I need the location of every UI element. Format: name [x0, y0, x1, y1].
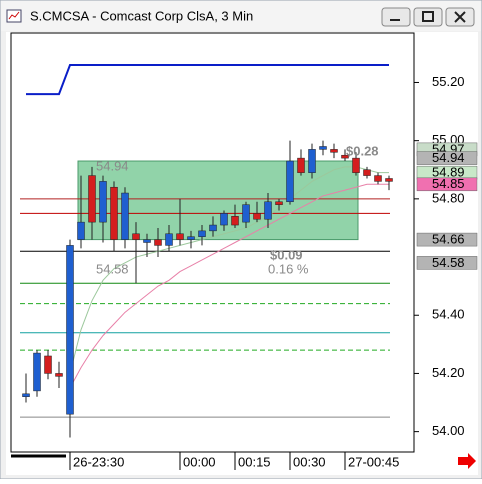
- y-tick-label: 54.80: [432, 190, 465, 205]
- line-series: [69, 166, 389, 374]
- candle-body: [352, 157, 360, 173]
- candle-body: [308, 149, 316, 173]
- plot-area: [10, 32, 415, 453]
- scroll-right-arrow[interactable]: [458, 453, 476, 469]
- candle-body: [220, 213, 228, 226]
- candle-body: [121, 192, 129, 240]
- candle-body: [77, 221, 85, 240]
- candle-body: [99, 181, 107, 223]
- candle-body: [88, 175, 96, 223]
- candle-body: [297, 157, 305, 173]
- candle-body: [286, 160, 294, 203]
- x-tick-label: 26-23:30: [73, 454, 124, 469]
- price-label: 54.94: [432, 150, 465, 165]
- candle-body: [66, 245, 74, 415]
- x-tick-label: 00:30: [293, 454, 326, 469]
- candle-body: [132, 233, 140, 240]
- candle-body: [253, 213, 261, 220]
- candle-body: [154, 239, 162, 246]
- app-icon-graph: [8, 11, 20, 20]
- price-label: 54.85: [432, 176, 465, 191]
- candle-body: [330, 149, 338, 153]
- candle-body: [341, 154, 349, 159]
- window-title: S.CMCSA - Comcast Corp ClsA, 3 Min: [30, 8, 253, 23]
- candle-body: [319, 146, 327, 150]
- price-label-box: [416, 232, 478, 247]
- x-tick-label: 00:15: [238, 454, 271, 469]
- annotation: $0.09: [270, 247, 303, 262]
- candle-body: [275, 201, 283, 205]
- x-tick-label: 00:00: [183, 454, 216, 469]
- candle-body: [374, 175, 382, 182]
- maximize-icon: [422, 11, 434, 22]
- candle-body: [44, 355, 52, 374]
- price-label-box: [416, 256, 478, 270]
- candle-body: [55, 373, 63, 377]
- y-tick-label: 55.20: [432, 74, 465, 89]
- x-tick-label: 27-00:45: [348, 454, 399, 469]
- annotation: 0.16 %: [268, 261, 309, 276]
- candle-body: [33, 352, 41, 392]
- y-tick-label: 54.40: [432, 307, 465, 322]
- candle-body: [22, 393, 30, 397]
- minimize-button[interactable]: [381, 7, 411, 27]
- y-tick-label: 54.00: [432, 423, 465, 438]
- candle-body: [363, 169, 371, 176]
- maximize-button[interactable]: [413, 7, 443, 27]
- candle-body: [187, 236, 195, 240]
- window-buttons[interactable]: [381, 7, 475, 27]
- candle-body: [264, 201, 272, 220]
- annotation: $0.28: [346, 143, 379, 158]
- y-tick-label: 54.20: [432, 365, 465, 380]
- price-label-box: [416, 151, 478, 165]
- candle-body: [176, 233, 184, 240]
- annotation: 54.58: [96, 261, 129, 276]
- close-icon: [454, 11, 466, 23]
- line-series: [26, 64, 389, 96]
- annotation: 54.94: [96, 158, 129, 173]
- price-label: 54.66: [432, 232, 465, 247]
- candle-body: [165, 233, 173, 246]
- candle-body: [110, 186, 118, 240]
- price-label: 54.89: [432, 165, 465, 180]
- candle-body: [231, 216, 239, 226]
- line-series: [69, 183, 389, 389]
- price-label: 54.58: [432, 255, 465, 270]
- candle-body: [242, 204, 250, 223]
- candle-body: [209, 224, 217, 232]
- candle-body: [143, 239, 151, 243]
- price-label-box: [416, 177, 478, 192]
- candle-body: [198, 230, 206, 237]
- candle-body: [385, 178, 393, 182]
- minimize-icon: [390, 19, 400, 21]
